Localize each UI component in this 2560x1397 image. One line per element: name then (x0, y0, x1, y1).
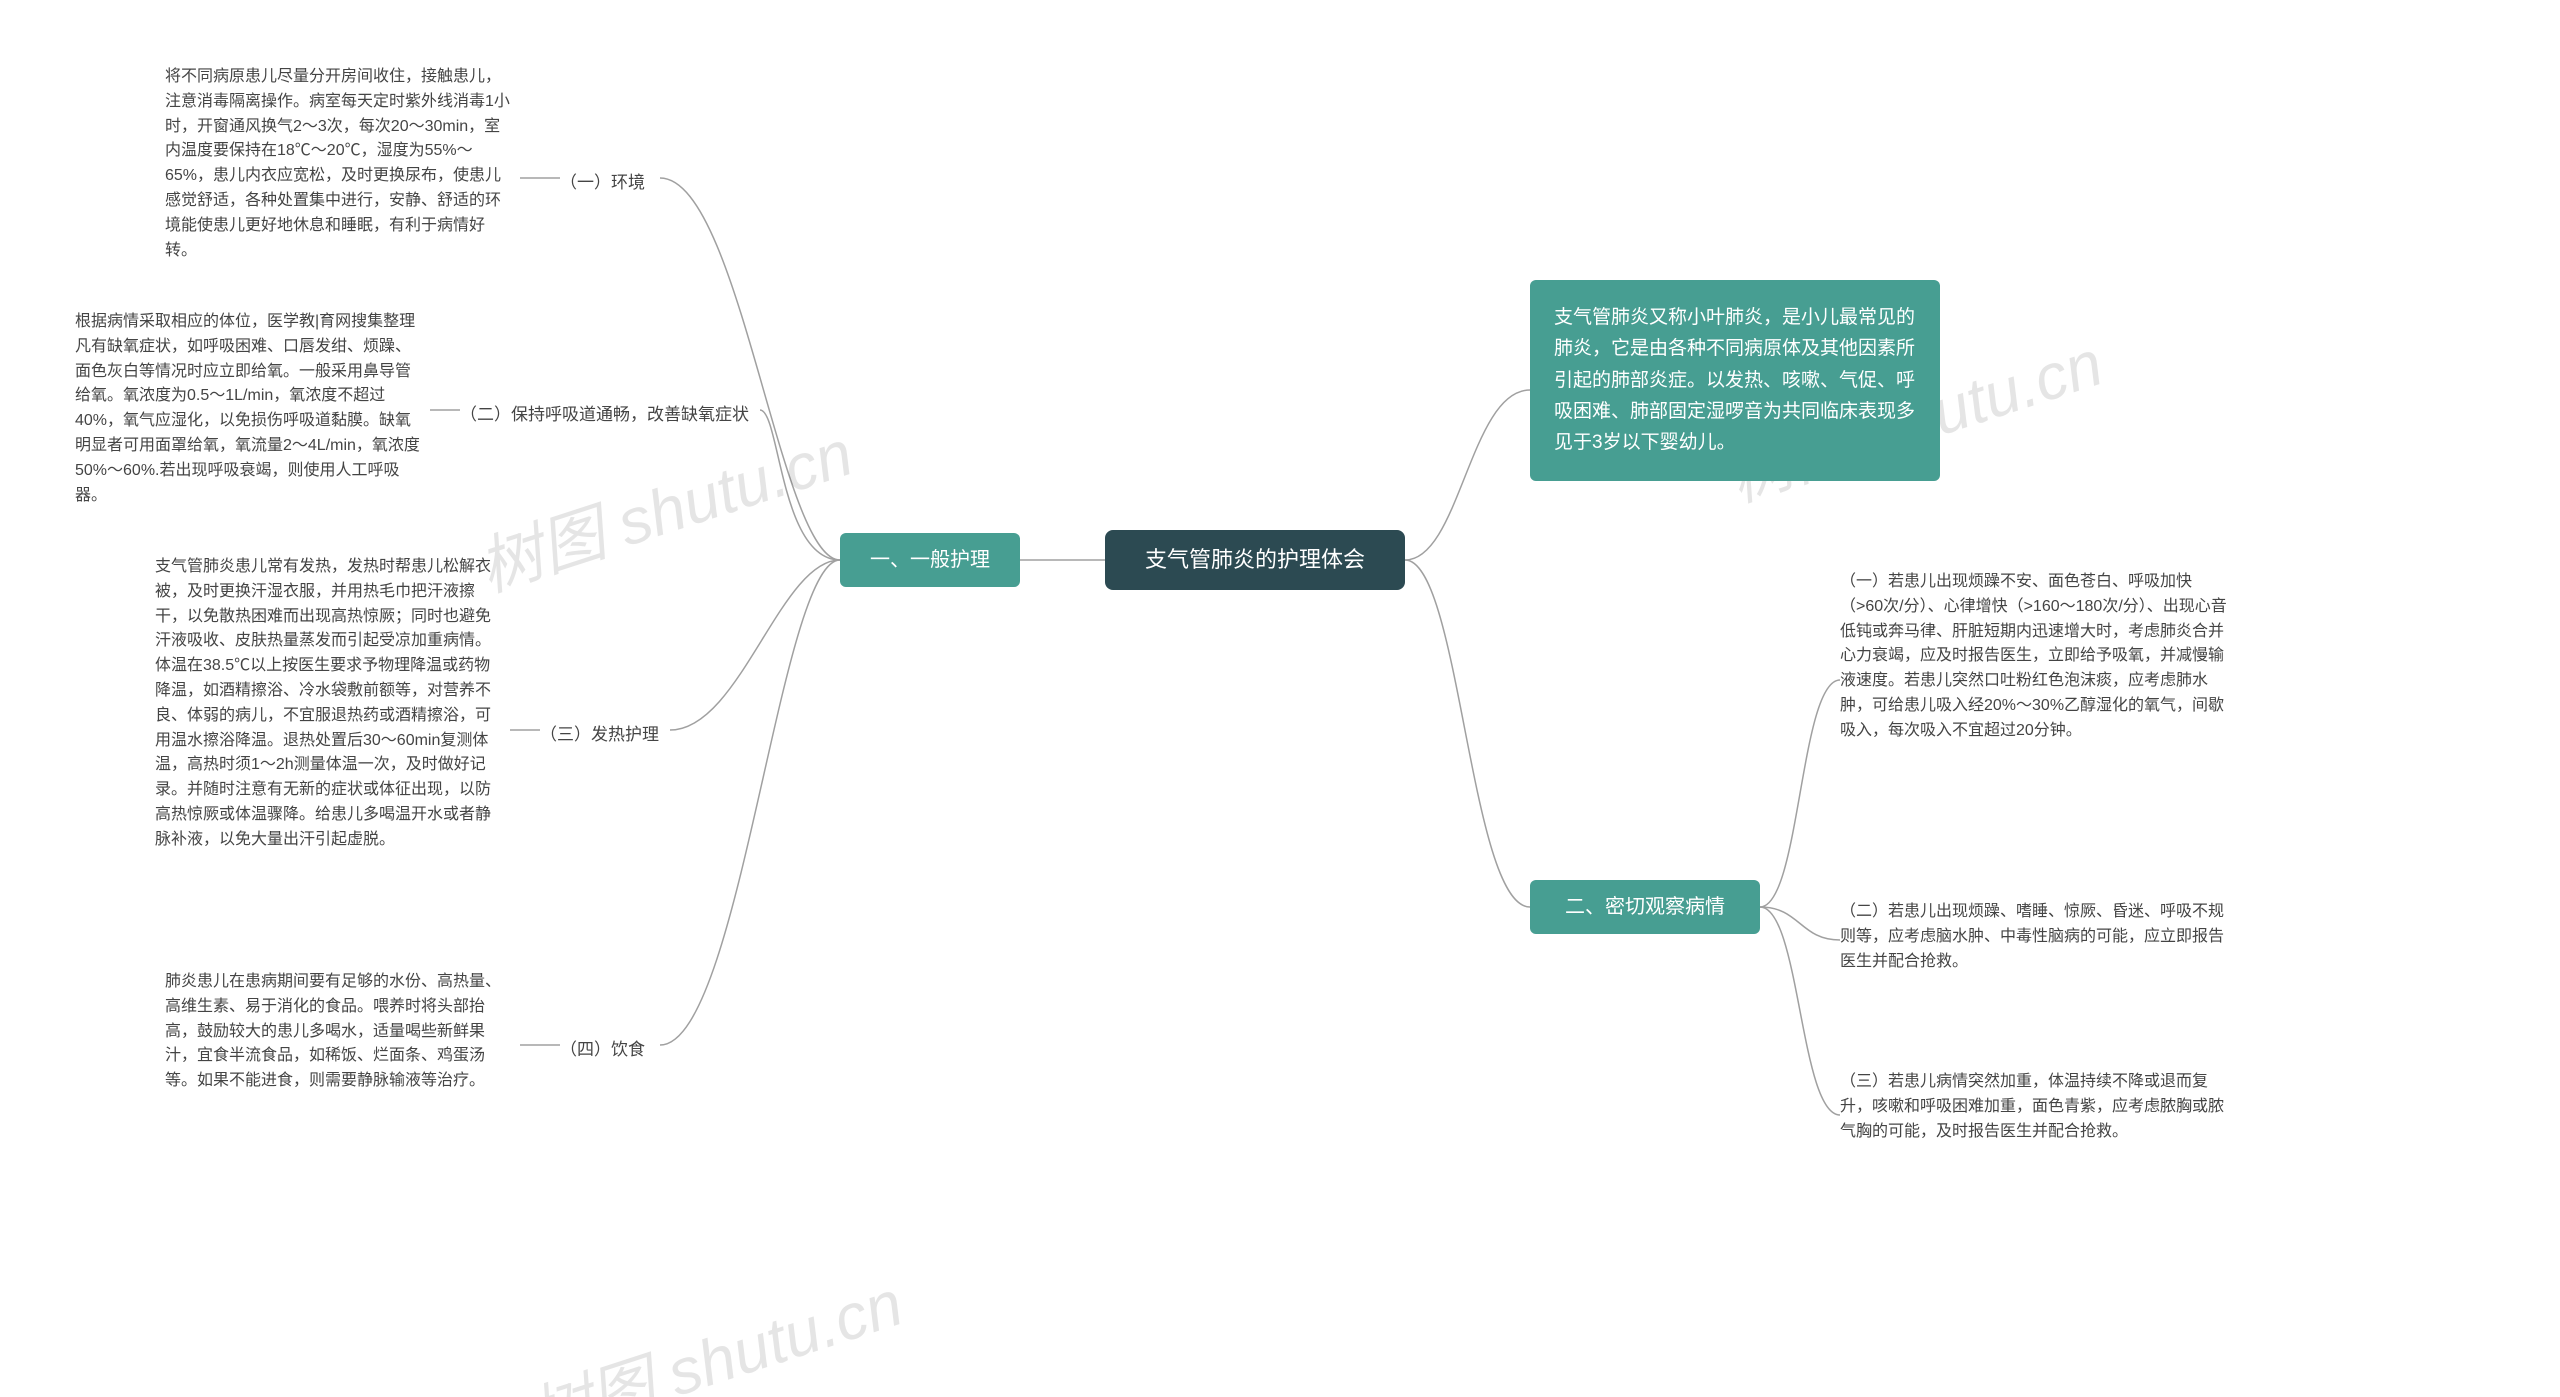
observe-detail-text: （一）若患儿出现烦躁不安、面色苍白、呼吸加快（>60次/分）、心律增快（>160… (1840, 573, 2227, 739)
sub-topic-label[interactable]: （二）保持呼吸道通畅，改善缺氧症状 (460, 400, 749, 425)
sub-topic-label[interactable]: （四）饮食 (560, 1035, 645, 1060)
observe-detail: （三）若患儿病情突然加重，体温持续不降或退而复升，咳嗽和呼吸困难加重，面色青紫，… (1840, 1070, 2230, 1144)
connector-path (1405, 560, 1530, 907)
connector-path (760, 410, 840, 560)
sub-topic-detail: 根据病情采取相应的体位，医学教|育网搜集整理凡有缺氧症状，如呼吸困难、口唇发绀、… (75, 310, 425, 508)
mindmap-center-node[interactable]: 支气管肺炎的护理体会 (1105, 530, 1405, 590)
observe-detail: （二）若患儿出现烦躁、嗜睡、惊厥、昏迷、呼吸不规则等，应考虑脑水肿、中毒性脑病的… (1840, 900, 2230, 974)
sub-topic-detail-text: 肺炎患儿在患病期间要有足够的水份、高热量、高维生素、易于消化的食品。喂养时将头部… (165, 973, 501, 1089)
connector-path (1760, 907, 1840, 1115)
connector-path (670, 560, 840, 730)
sub-topic-detail-text: 根据病情采取相应的体位，医学教|育网搜集整理凡有缺氧症状，如呼吸困难、口唇发绀、… (75, 313, 420, 504)
sub-topic-detail-text: 将不同病原患儿尽量分开房间收住，接触患儿，注意消毒隔离操作。病室每天定时紫外线消… (165, 68, 510, 259)
section-label-observe: 二、密切观察病情 (1565, 892, 1725, 923)
connector-path (1760, 680, 1840, 907)
sub-topic-detail: 肺炎患儿在患病期间要有足够的水份、高热量、高维生素、易于消化的食品。喂养时将头部… (165, 970, 515, 1094)
connector-path (1405, 390, 1530, 560)
sub-topic-detail: 将不同病原患儿尽量分开房间收住，接触患儿，注意消毒隔离操作。病室每天定时紫外线消… (165, 65, 515, 263)
sub-topic-detail-text: 支气管肺炎患儿常有发热，发热时帮患儿松解衣被，及时更换汗湿衣服，并用热毛巾把汗液… (155, 558, 491, 848)
section-node-observe[interactable]: 二、密切观察病情 (1530, 880, 1760, 934)
section-node-general-care[interactable]: 一、一般护理 (840, 533, 1020, 587)
watermark-text: 树图 shutu.cn (465, 402, 862, 609)
sub-topic-label[interactable]: （三）发热护理 (540, 720, 659, 745)
watermark-text: 树图 shutu.cn (515, 1252, 912, 1397)
observe-detail-text: （二）若患儿出现烦躁、嗜睡、惊厥、昏迷、呼吸不规则等，应考虑脑水肿、中毒性脑病的… (1840, 903, 2224, 970)
connector-path (660, 560, 840, 1045)
sub-topic-detail: 支气管肺炎患儿常有发热，发热时帮患儿松解衣被，及时更换汗湿衣服，并用热毛巾把汗液… (155, 555, 505, 853)
intro-text: 支气管肺炎又称小叶肺炎，是小儿最常见的肺炎，它是由各种不同病原体及其他因素所引起… (1554, 307, 1915, 453)
sub-topic-label-text: （一）环境 (560, 173, 645, 192)
connector-path (660, 178, 840, 560)
sub-topic-label[interactable]: （一）环境 (560, 168, 645, 193)
sub-topic-label-text: （四）饮食 (560, 1040, 645, 1059)
observe-detail-text: （三）若患儿病情突然加重，体温持续不降或退而复升，咳嗽和呼吸困难加重，面色青紫，… (1840, 1073, 2224, 1140)
mindmap-center-label: 支气管肺炎的护理体会 (1145, 543, 1365, 577)
observe-detail: （一）若患儿出现烦躁不安、面色苍白、呼吸加快（>60次/分）、心律增快（>160… (1840, 570, 2230, 744)
section-label-general-care: 一、一般护理 (870, 545, 990, 576)
sub-topic-label-text: （三）发热护理 (540, 725, 659, 744)
connector-path (1760, 907, 1840, 940)
intro-node[interactable]: 支气管肺炎又称小叶肺炎，是小儿最常见的肺炎，它是由各种不同病原体及其他因素所引起… (1530, 280, 1940, 481)
sub-topic-label-text: （二）保持呼吸道通畅，改善缺氧症状 (460, 405, 749, 424)
